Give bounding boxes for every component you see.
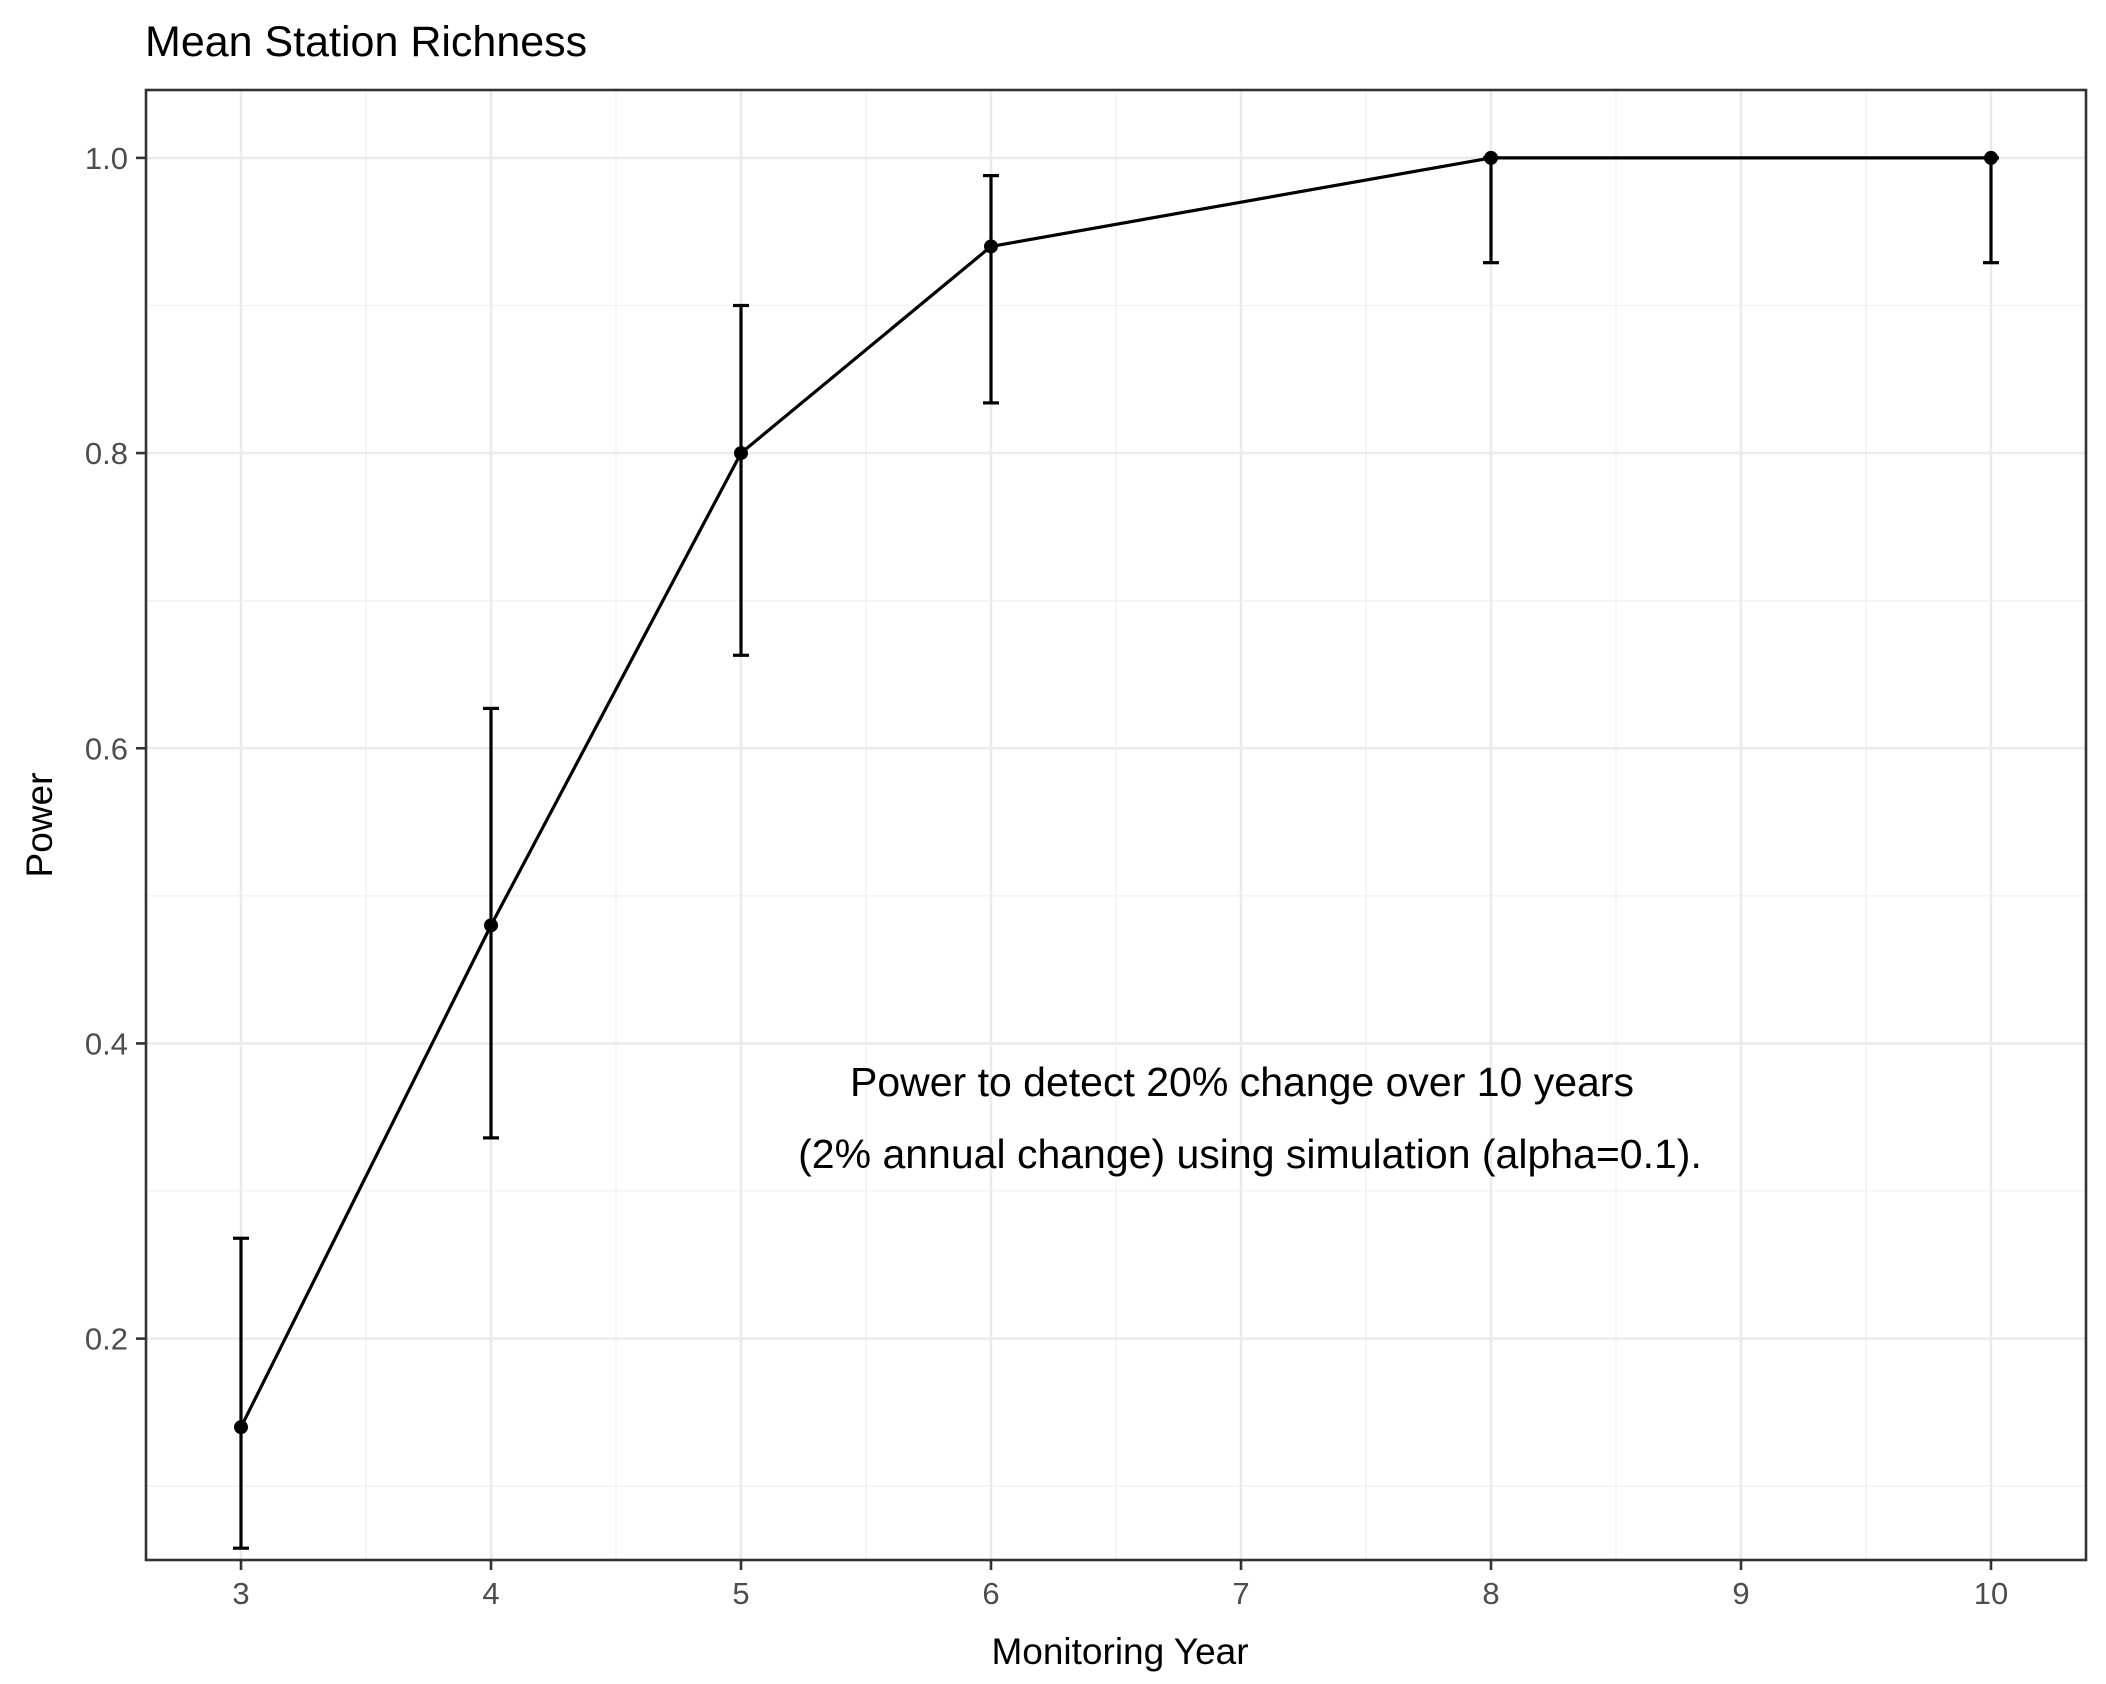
data-point <box>734 446 748 461</box>
x-axis: 3 4 5 6 7 8 9 10 <box>232 1560 2008 1611</box>
chart-title: Mean Station Richness <box>145 18 587 66</box>
error-bar <box>733 303 749 657</box>
y-axis-title: Power <box>19 773 60 878</box>
y-tick-label: 0.2 <box>85 1322 128 1357</box>
series-line <box>239 156 1991 1428</box>
y-tick-label: 1.0 <box>85 141 128 176</box>
x-tick-label: 6 <box>982 1576 999 1611</box>
x-tick-label: 4 <box>482 1576 499 1611</box>
data-point <box>984 239 998 254</box>
x-tick-label: 8 <box>1482 1576 1499 1611</box>
plot-panel <box>144 88 2088 1562</box>
error-bar <box>233 1236 249 1550</box>
y-tick-label: 0.6 <box>85 731 128 766</box>
annotation: Power to detect 20% change over 10 years… <box>798 1059 1702 1177</box>
data-point <box>234 1420 248 1435</box>
panel-border <box>144 88 2088 1562</box>
y-tick-label: 0.8 <box>85 436 128 471</box>
data-points <box>234 150 1998 1435</box>
series-line-layer <box>239 156 1991 1428</box>
x-tick-label: 7 <box>1232 1576 1249 1611</box>
grid <box>146 90 2086 1560</box>
data-point <box>484 918 498 933</box>
x-tick-label: 10 <box>1974 1576 2008 1611</box>
data-point <box>1984 150 1998 165</box>
y-axis: 0.2 0.4 0.6 0.8 1.0 <box>85 141 146 1357</box>
y-tick-label: 0.4 <box>85 1026 128 1061</box>
annotation-line-2: (2% annual change) using simulation (alp… <box>798 1131 1702 1177</box>
x-tick-label: 5 <box>732 1576 749 1611</box>
annotation-line-1: Power to detect 20% change over 10 years <box>850 1059 1634 1105</box>
x-axis-title: Monitoring Year <box>991 1631 1248 1672</box>
error-bar <box>983 174 999 405</box>
data-point <box>1484 150 1498 165</box>
x-tick-label: 3 <box>232 1576 249 1611</box>
x-tick-label: 9 <box>1732 1576 1749 1611</box>
